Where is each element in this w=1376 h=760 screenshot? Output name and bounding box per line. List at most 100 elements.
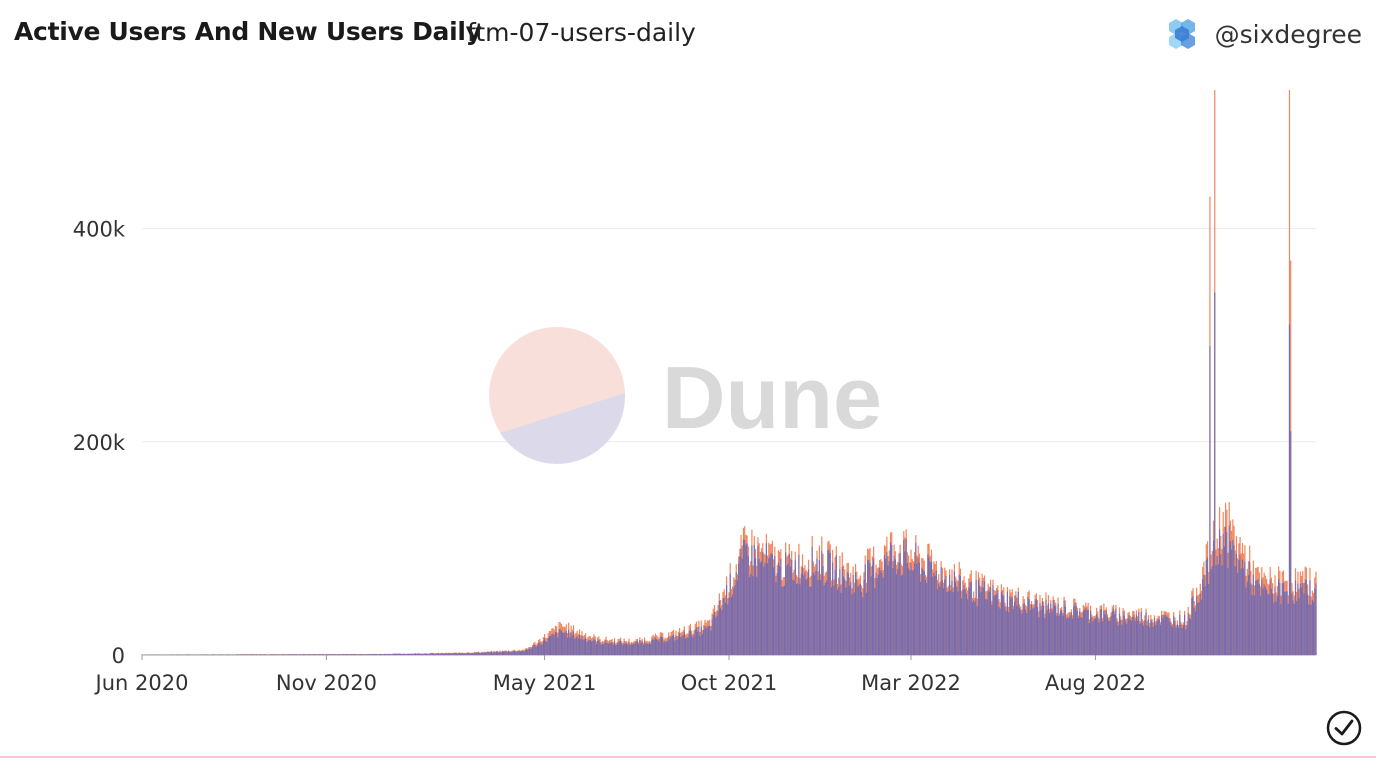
check-circle-icon[interactable] bbox=[1326, 710, 1362, 746]
author-badge[interactable]: @sixdegree bbox=[1165, 16, 1362, 52]
bar-new-users bbox=[1040, 609, 1042, 655]
bar-new-users bbox=[393, 653, 395, 655]
bar-new-users bbox=[1068, 617, 1070, 655]
bar-new-users bbox=[718, 600, 720, 655]
bar-new-users bbox=[311, 654, 313, 655]
bar-new-users bbox=[647, 643, 649, 655]
bar-new-users bbox=[287, 654, 289, 655]
bar-new-users bbox=[733, 587, 735, 655]
bar-new-users bbox=[594, 640, 596, 655]
bar-new-users bbox=[577, 638, 579, 655]
bar-new-users bbox=[240, 654, 242, 655]
bar-new-users bbox=[1227, 568, 1229, 655]
bar-new-users bbox=[1009, 596, 1011, 655]
bar-new-users bbox=[624, 643, 626, 655]
bar-new-users bbox=[1200, 599, 1203, 655]
bar-new-users bbox=[1294, 580, 1297, 655]
watermark-text: Dune bbox=[662, 348, 882, 447]
bar-new-users bbox=[822, 566, 824, 655]
bar-new-users bbox=[565, 630, 567, 655]
bar-new-users bbox=[617, 641, 619, 655]
bar-new-users bbox=[968, 587, 970, 655]
bar-new-users bbox=[1099, 609, 1101, 655]
bar-new-users bbox=[1152, 626, 1154, 655]
bar-new-users bbox=[754, 558, 757, 655]
bar-new-users bbox=[540, 644, 542, 655]
bar-new-users bbox=[600, 644, 602, 655]
bar-new-users bbox=[903, 539, 905, 655]
bar-new-users bbox=[248, 654, 250, 655]
bar-new-users bbox=[985, 598, 987, 655]
bar-new-users bbox=[783, 585, 786, 655]
bar-new-users bbox=[1181, 628, 1183, 655]
bar-new-users bbox=[588, 639, 590, 655]
bar-new-users bbox=[1079, 611, 1081, 655]
bar-new-users bbox=[681, 636, 683, 655]
bar-new-users bbox=[537, 643, 540, 655]
bar-new-users bbox=[280, 654, 282, 655]
bar-new-users bbox=[143, 654, 146, 656]
bar-new-users bbox=[145, 654, 147, 656]
bar-new-users bbox=[441, 653, 443, 655]
bar-new-users bbox=[387, 653, 389, 655]
bar-new-users bbox=[494, 652, 496, 655]
bar-new-users bbox=[1059, 611, 1062, 655]
bar-new-users bbox=[1163, 614, 1165, 655]
bar-new-users bbox=[196, 654, 199, 655]
bar-new-users bbox=[411, 653, 413, 655]
bar-new-users bbox=[799, 584, 801, 655]
bar-new-users bbox=[374, 654, 376, 655]
bar-new-users bbox=[342, 654, 344, 655]
bar-new-users bbox=[868, 560, 870, 655]
bar-new-users bbox=[592, 640, 594, 655]
bar-new-users bbox=[405, 654, 407, 655]
bar-new-users bbox=[211, 654, 213, 655]
bar-new-users bbox=[950, 590, 952, 655]
bar-new-users bbox=[894, 559, 896, 655]
bar-new-users bbox=[486, 652, 488, 655]
bar-new-users bbox=[820, 580, 822, 655]
bar-new-users bbox=[490, 651, 493, 655]
bar-new-users bbox=[1288, 324, 1291, 655]
bar-new-users bbox=[498, 652, 500, 655]
bar-new-users bbox=[1180, 624, 1182, 655]
bar-new-users bbox=[1018, 607, 1021, 655]
bar-new-users bbox=[883, 555, 886, 655]
bar-new-users bbox=[1014, 601, 1016, 655]
bar-new-users bbox=[259, 654, 261, 655]
bar-new-users bbox=[882, 577, 884, 655]
bar-new-users bbox=[454, 653, 456, 655]
bar-new-users bbox=[465, 653, 467, 655]
bar-new-users bbox=[674, 640, 676, 655]
bar-new-users bbox=[530, 648, 532, 655]
bar-new-users bbox=[178, 654, 180, 656]
bar-new-users bbox=[360, 654, 362, 655]
bar-new-users bbox=[264, 654, 266, 655]
query-name[interactable]: ftm-07-users-daily bbox=[467, 18, 696, 47]
bar-new-users bbox=[369, 654, 371, 655]
bar-new-users bbox=[243, 654, 246, 655]
bar-new-users bbox=[1314, 588, 1316, 655]
bar-new-users bbox=[739, 556, 741, 655]
bar-new-users bbox=[637, 644, 640, 655]
bar-new-users bbox=[154, 654, 156, 655]
bar-new-users bbox=[1167, 616, 1169, 655]
bar-new-users bbox=[152, 654, 154, 656]
bar-new-users bbox=[599, 642, 601, 655]
bar-new-users bbox=[740, 548, 742, 655]
bar-new-users bbox=[543, 638, 546, 655]
bar-new-users bbox=[322, 654, 324, 655]
bar-new-users bbox=[598, 640, 600, 655]
bar-new-users bbox=[392, 654, 394, 655]
bar-new-users bbox=[1211, 566, 1213, 655]
bar-new-users bbox=[1196, 596, 1198, 655]
bar-new-users bbox=[270, 654, 272, 655]
bar-new-users bbox=[879, 567, 881, 655]
bar-new-users bbox=[304, 654, 306, 655]
bar-new-users bbox=[439, 653, 441, 655]
bar-new-users bbox=[524, 649, 526, 655]
bar-new-users bbox=[1056, 615, 1058, 655]
bar-new-users bbox=[310, 654, 312, 655]
bar-new-users bbox=[246, 654, 248, 655]
bar-new-users bbox=[179, 654, 182, 656]
